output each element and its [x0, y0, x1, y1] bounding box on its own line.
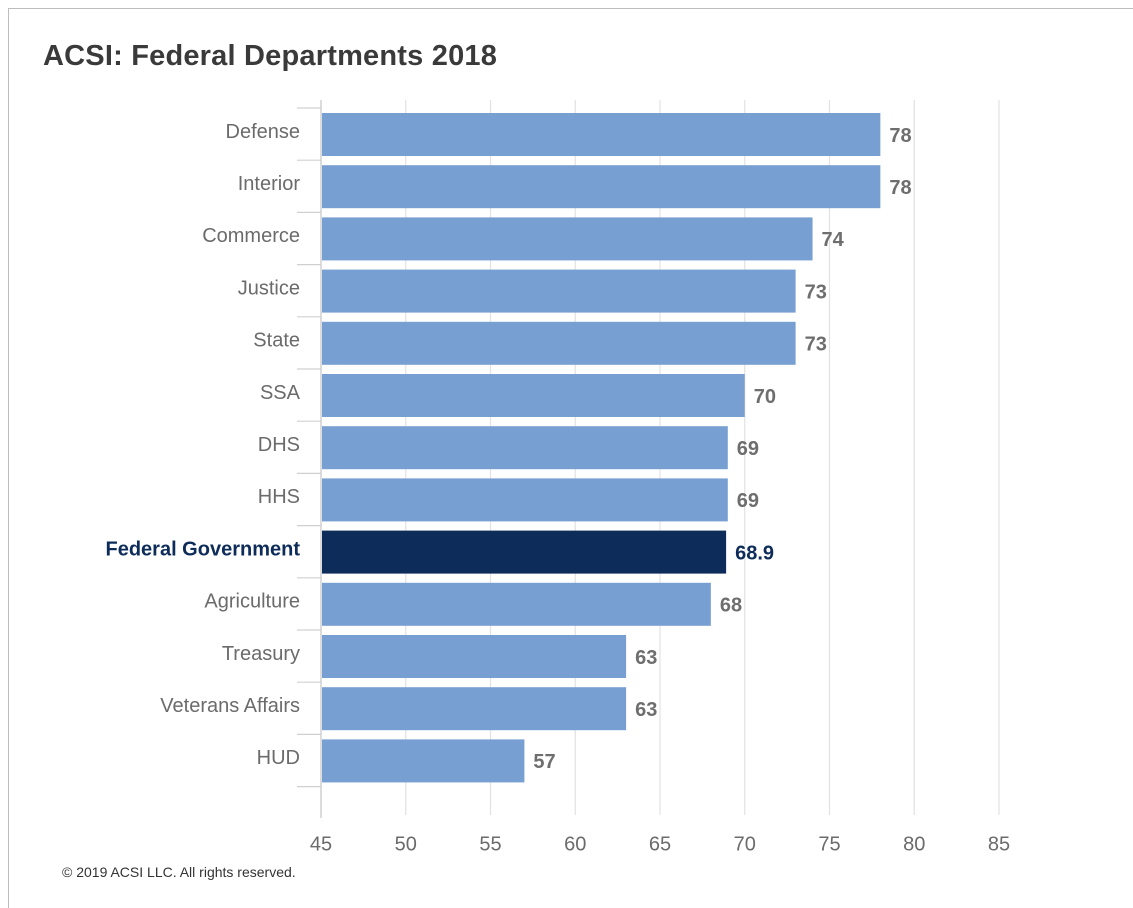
copyright-footer: © 2019 ACSI LLC. All rights reserved.	[62, 864, 296, 880]
category-label: Defense	[226, 121, 301, 143]
category-label: Veterans Affairs	[160, 695, 300, 717]
category-label: HHS	[258, 486, 300, 508]
value-label: 68.9	[735, 542, 774, 564]
value-label: 63	[635, 699, 657, 721]
category-label: Justice	[238, 277, 300, 299]
category-label: SSA	[260, 382, 301, 404]
value-label: 63	[635, 647, 657, 669]
value-label: 74	[822, 229, 845, 251]
x-tick-label: 85	[988, 833, 1010, 855]
value-label: 69	[737, 490, 759, 512]
value-label: 78	[889, 177, 911, 199]
category-label: Agriculture	[204, 591, 300, 613]
x-tick-label: 60	[564, 833, 586, 855]
category-label: Commerce	[202, 225, 300, 247]
bar	[322, 530, 727, 574]
category-label: DHS	[258, 434, 300, 456]
bar	[322, 165, 881, 209]
bar	[322, 321, 796, 365]
category-label: State	[253, 330, 300, 352]
bar	[322, 478, 728, 522]
bar	[322, 113, 881, 156]
bar	[322, 635, 627, 678]
bar	[322, 374, 745, 417]
x-tick-label: 55	[479, 833, 501, 855]
bar	[322, 426, 728, 470]
x-tick-label: 50	[395, 833, 417, 855]
bar	[322, 217, 813, 261]
x-tick-label: 70	[734, 833, 756, 855]
category-label: Federal Government	[105, 538, 300, 560]
bar	[322, 269, 796, 313]
bar	[322, 687, 627, 731]
value-label: 73	[805, 281, 827, 303]
chart-frame	[8, 8, 1133, 908]
category-label: HUD	[257, 747, 300, 769]
x-tick-label: 45	[310, 833, 332, 855]
value-label: 73	[805, 334, 827, 356]
category-label: Treasury	[222, 643, 300, 665]
value-label: 57	[533, 751, 555, 773]
x-tick-label: 75	[818, 833, 840, 855]
value-label: 70	[754, 386, 776, 408]
value-label: 78	[889, 125, 911, 147]
chart-title: ACSI: Federal Departments 2018	[43, 40, 498, 72]
category-label: Interior	[238, 173, 301, 195]
bar	[322, 739, 525, 783]
bar	[322, 582, 711, 626]
value-label: 68	[720, 595, 742, 617]
value-label: 69	[737, 438, 759, 460]
x-tick-label: 80	[903, 833, 925, 855]
x-tick-label: 65	[649, 833, 671, 855]
